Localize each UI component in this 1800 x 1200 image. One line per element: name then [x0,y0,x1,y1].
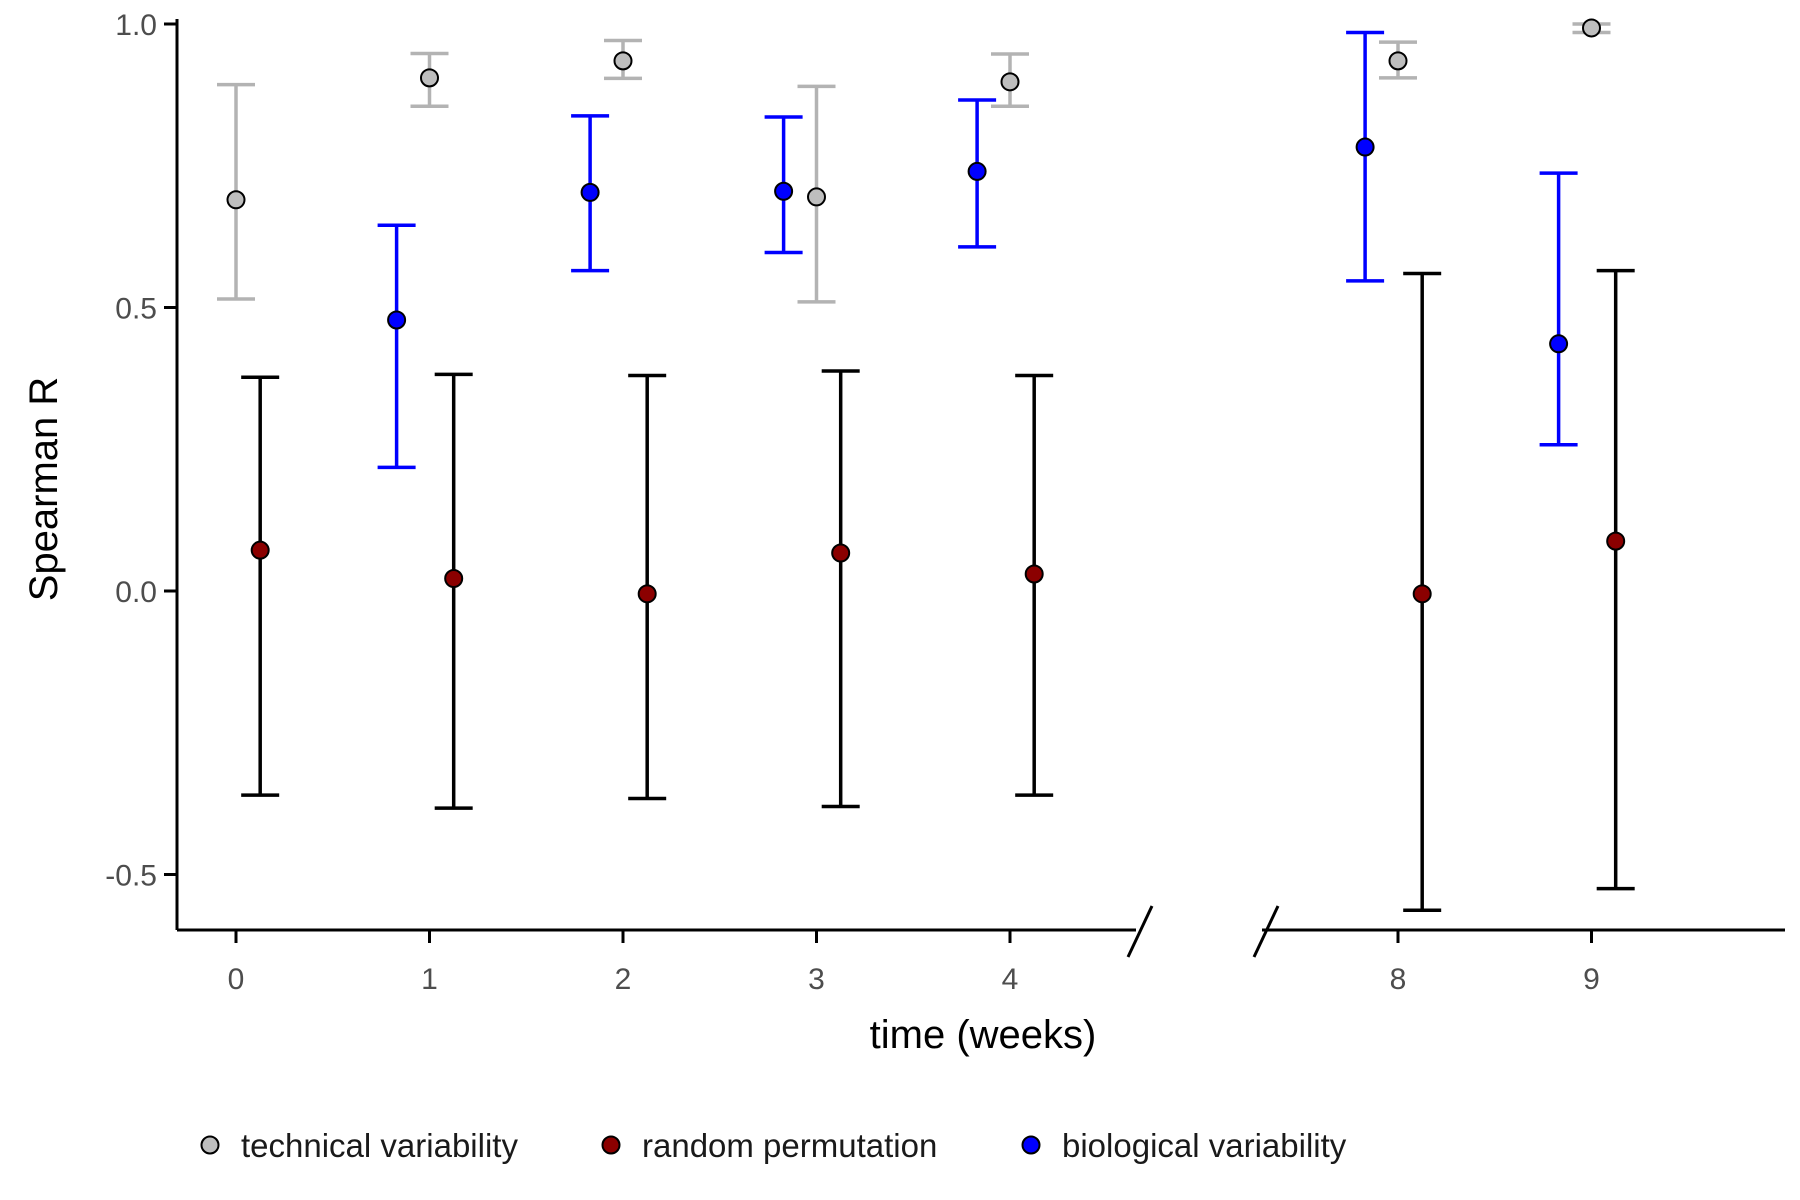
error-bar [434,372,473,810]
errorbars-group [217,22,1635,912]
legend-swatch [601,1135,621,1155]
data-point [637,584,657,604]
legend-item: random permutation [601,1127,937,1164]
error-bar [377,223,416,470]
x-tick-label: 1 [421,963,438,996]
x-tick-label: 9 [1583,963,1600,996]
axes-group: 1.0 0.5 0.0 -0.5 0 1 2 3 4 8 9 [105,9,1785,996]
error-bar [1346,30,1385,283]
data-point [1024,564,1044,584]
data-point [387,310,407,330]
legend-label: biological variability [1062,1127,1347,1164]
data-point [420,68,439,88]
x-tick-label: 8 [1390,963,1407,996]
data-point [774,181,794,201]
legend-label: random permutation [642,1127,937,1164]
legend-swatch [200,1135,220,1155]
data-point [967,161,987,181]
data-point [226,190,246,210]
data-point [580,182,600,202]
data-point [250,540,270,560]
data-point [1412,584,1432,604]
y-tick-label: 0.0 [115,576,157,609]
error-bar [241,375,280,797]
data-point [1606,531,1626,551]
data-point [807,187,826,207]
x-tick-label: 0 [228,963,245,996]
data-point [1582,18,1601,38]
legend-swatch [1021,1135,1041,1155]
y-tick-label: -0.5 [105,860,157,893]
y-tick-label: 0.5 [115,293,157,326]
data-point [1355,137,1375,157]
data-point [613,51,633,71]
error-bar [821,369,860,809]
error-bar [1596,268,1635,891]
x-tick-label: 3 [808,963,825,996]
x-tick-label: 2 [615,963,632,996]
points-group [226,18,1626,604]
data-point [1388,51,1408,71]
legend-item: technical variability [200,1127,518,1164]
error-bar [1015,373,1054,797]
data-point [444,569,464,589]
data-point [1549,334,1569,354]
legend-item: biological variability [1021,1127,1347,1164]
axis-break-mark-right [1252,905,1280,958]
legend: technical variability random permutation b… [200,1127,1347,1164]
y-axis-title: Spearman R [22,377,66,602]
data-point [1000,72,1020,92]
error-bar [1539,171,1578,447]
x-tick-label: 4 [1002,963,1019,996]
data-point [831,543,851,563]
y-tick-label: 1.0 [115,9,157,42]
axis-break-mark-left [1126,905,1154,958]
legend-label: technical variability [241,1127,518,1164]
x-axis-title: time (weeks) [870,1013,1097,1057]
